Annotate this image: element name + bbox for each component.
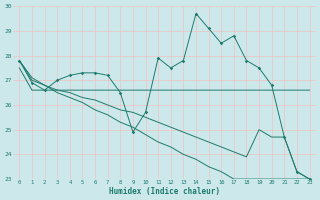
X-axis label: Humidex (Indice chaleur): Humidex (Indice chaleur) [109, 187, 220, 196]
